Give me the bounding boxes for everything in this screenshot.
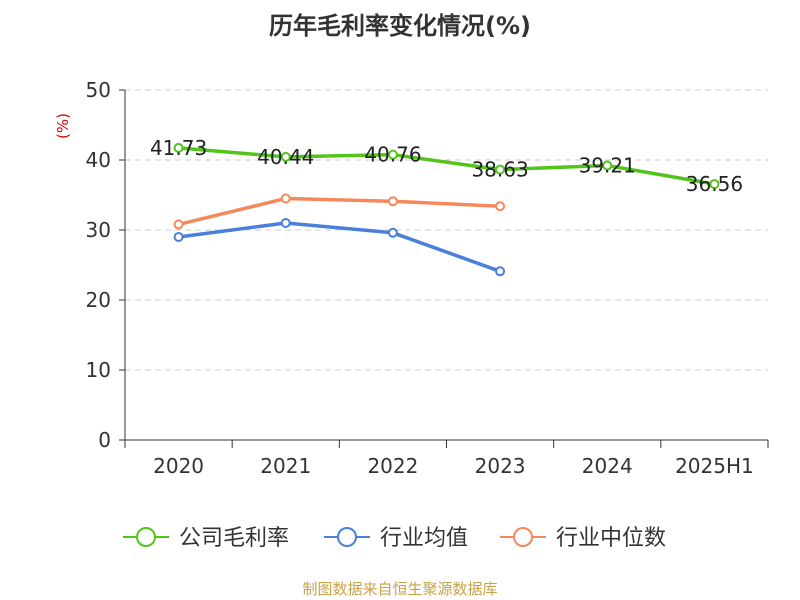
- data-point: [602, 160, 613, 171]
- data-point: [495, 266, 506, 277]
- series-layer: [173, 142, 720, 277]
- axes: 0 10 20 30 40 50 (%) 2020 2021 2022 2023 2024 2025H1: [54, 78, 769, 478]
- y-tick-label: 10: [86, 358, 111, 382]
- legend-label: 行业中位数: [556, 526, 666, 551]
- legend-swatch-marker: [337, 527, 357, 547]
- data-label: 38.63: [471, 158, 528, 182]
- data-point: [387, 227, 398, 238]
- data-point: [280, 193, 291, 204]
- x-tick-label: 2022: [367, 454, 418, 478]
- data-point: [173, 232, 184, 242]
- x-tick-label: 2021: [260, 454, 311, 478]
- data-label: 39.21: [579, 154, 636, 178]
- series-line-0: [178, 146, 715, 186]
- legend-item: 行业中位数: [500, 526, 666, 551]
- data-point: [495, 164, 506, 175]
- data-point: [709, 179, 720, 190]
- x-tick-label: 2023: [475, 454, 526, 478]
- data-point: [280, 151, 291, 162]
- y-tick-label: 50: [86, 78, 111, 102]
- legend-label: 行业均值: [380, 526, 468, 551]
- data-label: 40.44: [257, 145, 314, 169]
- grid-lines: [125, 89, 768, 371]
- series-line-2: [178, 196, 501, 227]
- data-label: 36.56: [686, 172, 743, 196]
- series-line-1: [178, 221, 501, 273]
- x-tick-label: 2024: [582, 454, 633, 478]
- y-tick-label: 20: [86, 288, 111, 312]
- data-point: [387, 196, 398, 207]
- source-footer: 制图数据来自恒生聚源数据库: [302, 580, 498, 598]
- data-label: 41.73: [150, 136, 207, 160]
- y-tick-label: 0: [98, 428, 111, 452]
- y-tick-label: 40: [86, 148, 111, 172]
- data-label: 40.76: [364, 143, 421, 167]
- data-point: [280, 218, 291, 228]
- data-point: [387, 149, 398, 160]
- y-tick-label: 30: [86, 218, 111, 242]
- x-tick-label: 2020: [153, 454, 204, 478]
- data-labels: 41.73 40.44 40.76 38.63 39.21 36.56: [150, 136, 743, 196]
- data-point: [495, 201, 506, 212]
- y-axis-label: (%): [54, 113, 72, 139]
- x-tick-label: 2025H1: [675, 454, 754, 478]
- data-point: [173, 142, 184, 153]
- legend-swatch-marker: [136, 527, 156, 547]
- legend-swatch-marker: [513, 527, 533, 547]
- legend-label: 公司毛利率: [179, 526, 289, 551]
- legend-item: 行业均值: [324, 526, 468, 551]
- data-point: [173, 219, 184, 230]
- chart-title: 历年毛利率变化情况(%): [269, 12, 531, 40]
- legend-item: 公司毛利率: [123, 526, 289, 551]
- legend: 公司毛利率 行业均值 行业中位数: [123, 526, 666, 551]
